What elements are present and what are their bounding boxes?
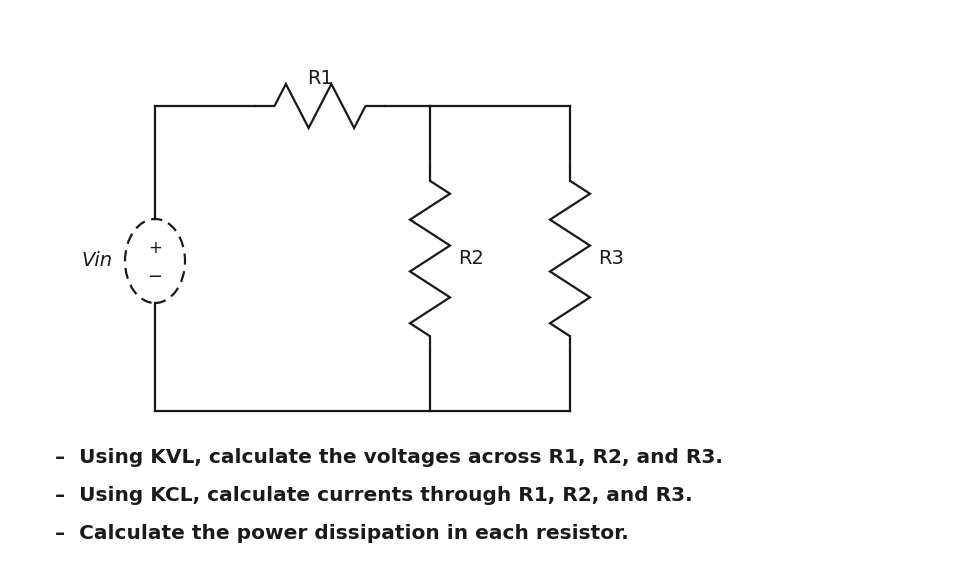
Text: –  Using KCL, calculate currents through R1, R2, and R3.: – Using KCL, calculate currents through … [55,486,692,505]
Text: R3: R3 [598,249,624,268]
Text: –  Using KVL, calculate the voltages across R1, R2, and R3.: – Using KVL, calculate the voltages acro… [55,448,723,467]
Text: +: + [148,239,162,257]
Text: R2: R2 [458,249,484,268]
Text: R1: R1 [308,69,333,88]
Text: −: − [147,268,163,286]
Text: –  Calculate the power dissipation in each resistor.: – Calculate the power dissipation in eac… [55,524,629,543]
Text: Vin: Vin [82,251,113,271]
